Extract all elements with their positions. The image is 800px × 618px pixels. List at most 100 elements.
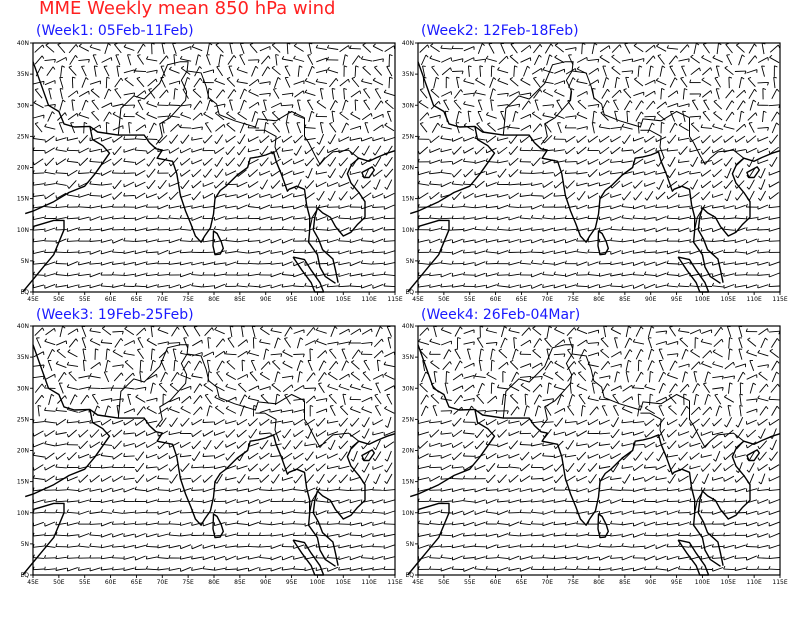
lon-tick-label: 60E — [105, 579, 117, 586]
wind-barb — [248, 262, 260, 265]
wind-barb-feather — [463, 173, 466, 178]
wind-barb-feather — [563, 339, 566, 343]
wind-barb-feather — [430, 393, 435, 397]
wind-barb — [284, 394, 291, 405]
wind-barb-feather — [637, 121, 642, 124]
wind-barb-feather — [315, 554, 318, 558]
wind-barb-feather — [55, 146, 58, 150]
wind-barb — [509, 474, 519, 483]
wind-barb-feather — [123, 192, 126, 197]
wind-barb — [215, 89, 224, 99]
wind-barb-feather — [361, 469, 365, 473]
wind-barb-feather — [741, 110, 745, 114]
wind-barb — [519, 522, 531, 526]
wind-barb — [454, 360, 461, 371]
wind-barb-feather — [528, 327, 532, 331]
island-coastline — [361, 166, 375, 179]
wind-barb — [508, 555, 520, 561]
wind-barb — [531, 272, 543, 278]
wind-barb — [259, 81, 271, 84]
wind-barb — [339, 373, 350, 381]
wind-barb-feather — [451, 45, 454, 49]
wind-barb-feather — [177, 123, 181, 128]
wind-barb-feather — [666, 271, 669, 275]
wind-barb-feather — [259, 456, 261, 460]
lat-tick-label: 25N — [17, 416, 29, 423]
wind-barb-feather — [446, 370, 450, 374]
wind-barb — [340, 474, 349, 484]
wind-barb — [588, 67, 599, 75]
wind-barb — [137, 349, 144, 360]
wind-barb-feather — [179, 509, 182, 514]
wind-barb-feather — [180, 468, 183, 472]
wind-barb — [364, 122, 369, 134]
wind-barb-feather — [112, 196, 115, 200]
wind-barb — [373, 169, 383, 177]
wind-barb — [293, 511, 305, 514]
wind-barb-feather — [349, 396, 352, 400]
wind-barb-feather — [236, 248, 239, 252]
wind-barb — [440, 420, 452, 425]
wind-barb — [475, 464, 486, 471]
wind-barb-feather — [690, 164, 693, 167]
wind-barb — [341, 349, 347, 360]
wind-barb — [553, 500, 565, 503]
wind-barb-feather — [723, 238, 725, 242]
wind-barb-feather — [202, 464, 205, 468]
wind-barb-feather — [481, 382, 486, 386]
wind-barb — [180, 217, 192, 220]
wind-barb — [306, 474, 315, 484]
wind-barb — [386, 394, 393, 405]
wind-barb — [463, 262, 475, 266]
wind-barb — [236, 556, 248, 560]
wind-barb-feather — [76, 328, 79, 333]
wind-barb — [92, 54, 98, 66]
wind-barb — [430, 89, 440, 98]
wind-barb — [361, 158, 372, 166]
wind-barb-feather — [451, 226, 454, 231]
map-panel-1: 45E 50E 55E 60E 65E 70E 75E 80E 85E 90E 95E 100E 105… — [17, 40, 403, 303]
wind-barb-feather — [435, 76, 440, 80]
wind-barb — [361, 408, 372, 414]
wind-barb-feather — [173, 54, 178, 56]
wind-barb-feather — [215, 42, 219, 46]
wind-barb-feather — [587, 215, 590, 219]
wind-barb — [270, 216, 282, 220]
wind-barb — [239, 99, 245, 111]
wind-barb — [474, 510, 486, 516]
wind-barb — [542, 227, 554, 232]
wind-barb — [44, 273, 56, 277]
wind-barb-feather — [338, 162, 341, 167]
wind-barb — [34, 123, 43, 133]
wind-barb — [497, 454, 509, 459]
wind-barb-feather — [350, 469, 353, 473]
wind-barb-feather — [100, 182, 103, 186]
wind-barb-feather — [451, 273, 454, 277]
wind-barb — [386, 450, 392, 462]
wind-barb — [79, 474, 89, 483]
wind-barb — [747, 78, 756, 87]
wind-barb-feather — [209, 405, 213, 408]
wind-barb-feather — [564, 139, 567, 143]
wind-barb — [203, 113, 214, 120]
wind-barb-feather — [554, 43, 559, 46]
wind-barb — [112, 500, 124, 503]
wind-barb — [724, 67, 734, 76]
wind-barb-feather — [554, 89, 558, 92]
wind-barb-feather — [146, 56, 149, 60]
wind-barb-feather — [111, 215, 114, 220]
wind-barb — [180, 385, 192, 391]
wind-barb — [497, 125, 509, 131]
wind-barb — [542, 81, 554, 85]
wind-barb-feather — [326, 204, 329, 208]
wind-barb — [134, 250, 146, 255]
wind-barb — [546, 326, 550, 338]
wind-barb-feather — [576, 237, 579, 242]
wind-barb — [203, 521, 214, 527]
wind-barb — [372, 533, 384, 537]
wind-barb — [33, 228, 45, 231]
wind-barb-feather — [281, 420, 284, 424]
wind-barb-feather — [222, 338, 226, 342]
wind-barb — [576, 204, 588, 210]
wind-barb-feather — [123, 384, 126, 388]
